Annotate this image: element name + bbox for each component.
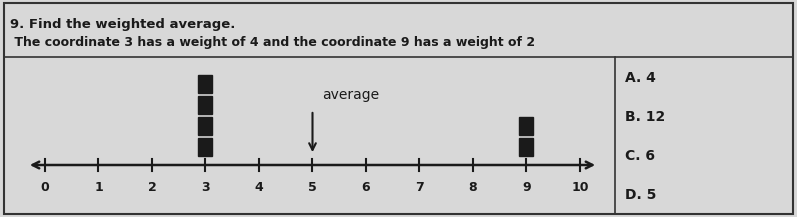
Text: average: average <box>323 88 379 102</box>
Text: 1: 1 <box>94 181 103 194</box>
Text: D. 5: D. 5 <box>625 188 657 202</box>
Bar <box>198 117 213 135</box>
Text: 2: 2 <box>147 181 156 194</box>
Text: C. 6: C. 6 <box>625 149 655 163</box>
Bar <box>198 75 213 93</box>
Text: 6: 6 <box>362 181 371 194</box>
Text: 4: 4 <box>254 181 263 194</box>
Text: 8: 8 <box>469 181 477 194</box>
Text: 7: 7 <box>415 181 424 194</box>
Text: The coordinate 3 has a weight of 4 and the coordinate 9 has a weight of 2: The coordinate 3 has a weight of 4 and t… <box>10 36 535 49</box>
Bar <box>520 117 533 135</box>
Text: 5: 5 <box>308 181 317 194</box>
Text: 0: 0 <box>41 181 49 194</box>
Text: 3: 3 <box>201 181 210 194</box>
Text: 9. Find the weighted average.: 9. Find the weighted average. <box>10 18 235 31</box>
Text: 10: 10 <box>571 181 589 194</box>
Text: A. 4: A. 4 <box>625 71 656 85</box>
Text: B. 12: B. 12 <box>625 110 665 124</box>
Bar <box>198 96 213 114</box>
Bar <box>198 138 213 156</box>
Bar <box>520 138 533 156</box>
Text: 9: 9 <box>522 181 531 194</box>
